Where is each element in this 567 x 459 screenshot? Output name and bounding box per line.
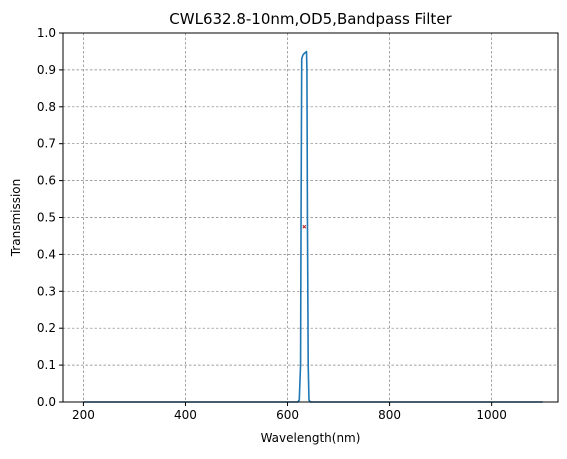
x-tick-label: 200 (72, 408, 95, 422)
y-tick-label: 0.8 (37, 100, 56, 114)
y-tick-label: 0.5 (37, 211, 56, 225)
y-tick-label: 0.4 (37, 247, 56, 261)
y-tick-label: 0.1 (37, 358, 56, 372)
annotation-layer (302, 224, 307, 229)
x-tick-label: 800 (378, 408, 401, 422)
y-tick-label: 0.6 (37, 174, 56, 188)
x-tick-label: 1000 (476, 408, 507, 422)
series-layer (83, 50, 543, 403)
x-tick-label: 600 (276, 408, 299, 422)
y-tick-label: 0.7 (37, 137, 56, 151)
y-axis: 0.0 0.1 0.2 0.3 0.4 0.5 0.6 0.7 0.8 0.9 1.0 (37, 26, 63, 409)
y-tick-label: 0.9 (37, 63, 56, 77)
x-axis: 200 400 600 800 1000 (72, 402, 507, 422)
x-tick-label: 400 (174, 408, 197, 422)
y-tick-label: 0.3 (37, 284, 56, 298)
y-axis-label: Transmission (9, 179, 23, 258)
y-tick-label: 0.2 (37, 321, 56, 335)
chart-title: CWL632.8-10nm,OD5,Bandpass Filter (169, 10, 452, 28)
center-wavelength-marker (302, 224, 307, 229)
x-axis-label: Wavelength(nm) (261, 431, 361, 445)
y-tick-label: 0.0 (37, 395, 56, 409)
y-tick-label: 1.0 (37, 26, 56, 40)
series-line (83, 50, 543, 403)
